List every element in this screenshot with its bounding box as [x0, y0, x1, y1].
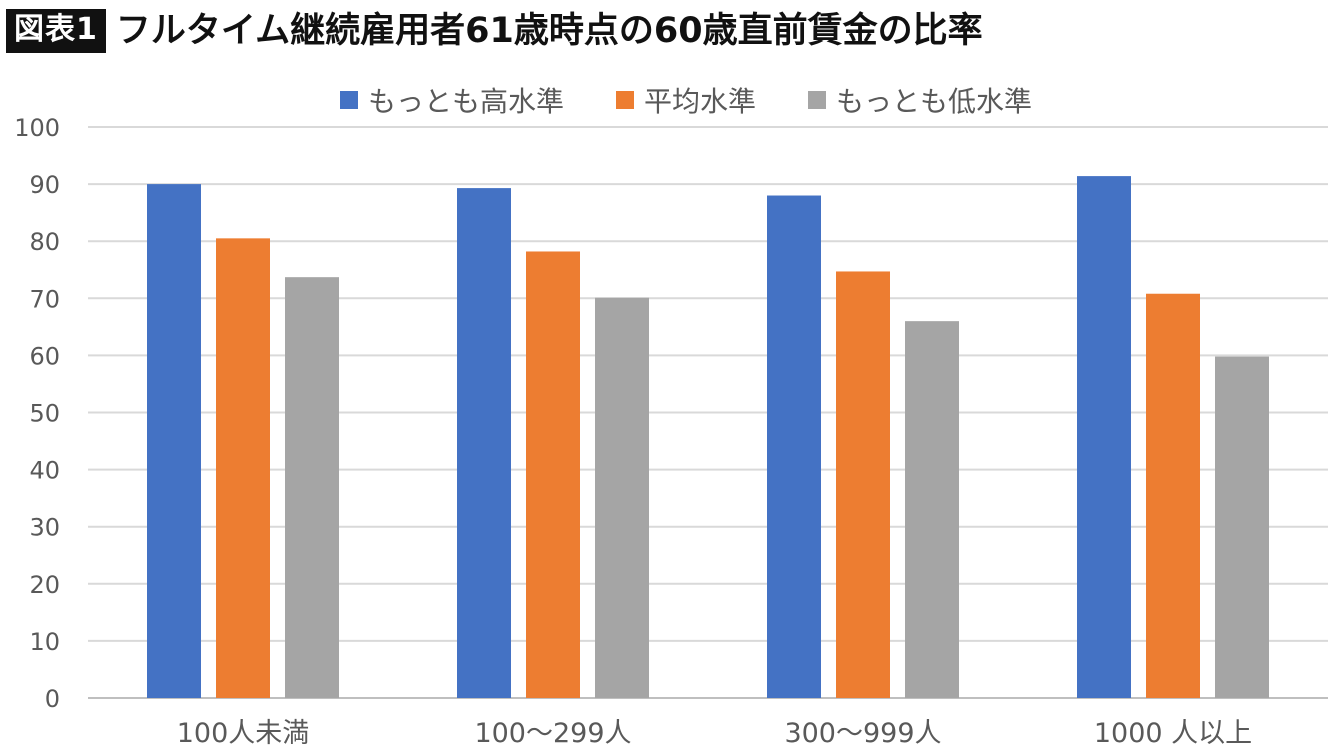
y-tick-label: 100: [14, 114, 60, 142]
bar: [216, 238, 270, 698]
y-tick-label: 80: [29, 228, 60, 256]
bar: [147, 184, 201, 699]
y-tick-label: 20: [29, 571, 60, 599]
legend-label-average: 平均水準: [644, 85, 757, 118]
bar: [285, 277, 339, 698]
figure-badge: 図表1: [6, 9, 106, 53]
bar: [457, 188, 511, 699]
bar: [1146, 293, 1200, 698]
chart-title: フルタイム継続雇用者61歳時点の60歳直前賃金の比率: [115, 11, 983, 51]
y-tick-label: 60: [29, 342, 60, 370]
x-category-label: 1000 人以上: [1094, 718, 1252, 749]
y-tick-label: 40: [29, 457, 60, 485]
bar: [595, 297, 649, 698]
x-category-label: 100人未満: [177, 718, 310, 749]
legend-swatch-average: [616, 91, 635, 109]
y-tick-label: 50: [29, 400, 60, 428]
bar: [836, 271, 890, 698]
x-category-label: 300〜999人: [784, 718, 941, 749]
x-category-label: 100〜299人: [474, 718, 631, 749]
y-tick-label: 90: [29, 171, 60, 199]
legend: もっとも高水準 平均水準 もっとも低水準: [340, 80, 1084, 120]
bar: [1077, 176, 1131, 698]
legend-item-lowest: もっとも低水準: [808, 80, 1032, 120]
bar: [526, 251, 580, 698]
chart-header: 図表1 フルタイム継続雇用者61歳時点の60歳直前賃金の比率: [6, 6, 983, 56]
legend-swatch-lowest: [808, 91, 827, 109]
y-tick-label: 10: [29, 628, 60, 656]
legend-item-highest: もっとも高水準: [340, 80, 564, 120]
bar: [905, 321, 959, 698]
legend-swatch-highest: [340, 91, 358, 109]
y-tick-label: 30: [29, 514, 60, 542]
bar: [767, 195, 821, 698]
y-tick-label: 70: [29, 285, 60, 313]
legend-label-highest: もっとも高水準: [368, 85, 565, 118]
bar: [1215, 356, 1269, 698]
y-tick-label: 0: [45, 685, 60, 713]
legend-item-average: 平均水準: [616, 80, 756, 120]
legend-label-lowest: もっとも低水準: [836, 85, 1033, 118]
